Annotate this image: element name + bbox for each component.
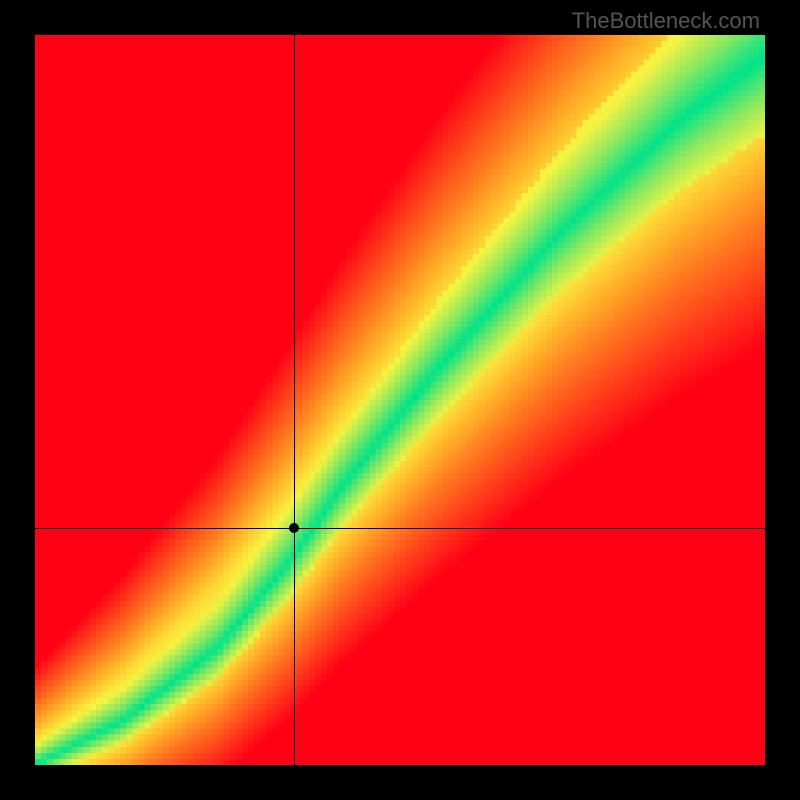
watermark-text: TheBottleneck.com <box>572 8 760 34</box>
heatmap-canvas <box>35 35 765 765</box>
crosshair-vertical <box>294 35 295 765</box>
plot-area <box>35 35 765 765</box>
crosshair-horizontal <box>35 528 765 529</box>
marker-dot <box>289 523 299 533</box>
